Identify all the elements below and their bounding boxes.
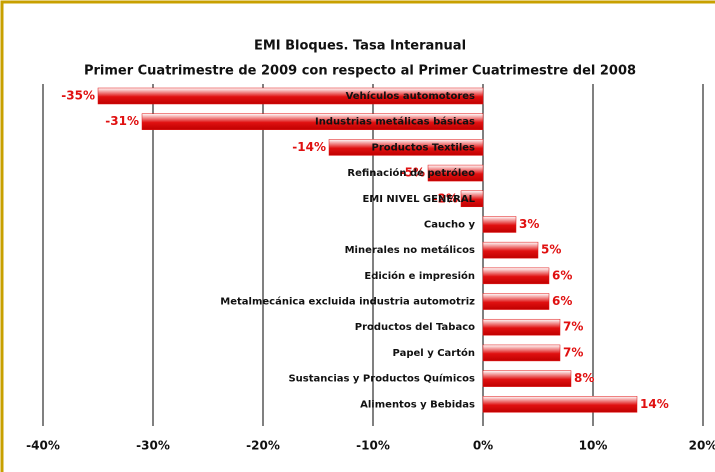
value-label: -35% (61, 89, 95, 103)
value-label: 14% (640, 397, 669, 411)
bar (482, 241, 539, 259)
category-label: Refinación de petróleo (347, 167, 475, 179)
x-tick-label: -30% (136, 439, 170, 453)
value-label: -14% (292, 140, 326, 154)
value-label: 8% (574, 371, 594, 385)
category-label: Productos Textiles (371, 142, 475, 153)
x-tick-label: 20% (689, 439, 715, 453)
value-label: -5% (400, 166, 425, 180)
bar (482, 216, 517, 233)
bar (427, 164, 484, 182)
category-label: Caucho y (424, 219, 476, 230)
chart-title: EMI Bloques. Tasa Interanual (254, 39, 466, 54)
bar (482, 396, 638, 413)
category-label: Vehículos automotores (346, 90, 475, 102)
category-label: Sustancias y Productos Químicos (288, 373, 475, 385)
bar (482, 344, 561, 362)
bar (97, 87, 484, 105)
chart-subtitle: Primer Cuatrimestre de 2009 con respecto… (84, 64, 636, 79)
bar (460, 190, 484, 208)
category-label: Papel y Cartón (393, 347, 475, 359)
value-label: 7% (563, 320, 583, 334)
value-label: -31% (105, 114, 139, 128)
category-label: Minerales no metálicos (345, 244, 475, 256)
x-tick-label: -20% (246, 439, 280, 453)
bar (482, 267, 550, 285)
bar (482, 293, 550, 310)
category-label: Productos del Tabaco (355, 322, 475, 333)
value-label: 6% (552, 268, 572, 282)
value-label: -2% (433, 191, 458, 205)
bar (482, 370, 572, 387)
value-label: 7% (563, 345, 583, 359)
category-label: Metalmecánica excluida industria automot… (220, 296, 475, 308)
category-label: Industrias metálicas básicas (315, 116, 475, 128)
x-tick-label: 10% (579, 439, 608, 453)
bar (482, 318, 561, 336)
category-label: EMI NIVEL GENERAL (362, 194, 475, 205)
value-label: 5% (541, 243, 561, 257)
bar (328, 139, 484, 156)
x-tick-label: -40% (26, 439, 60, 453)
category-label: Edición e impresión (364, 270, 475, 282)
x-tick-label: -10% (356, 439, 390, 453)
category-label: Alimentos y Bebidas (360, 399, 475, 410)
x-tick-label: 0% (473, 439, 493, 453)
value-label: 6% (552, 294, 572, 308)
bar (141, 113, 484, 130)
value-label: 3% (519, 217, 539, 231)
